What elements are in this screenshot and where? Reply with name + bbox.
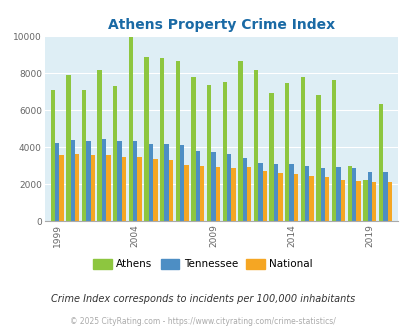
Bar — [191, 77, 195, 221]
Bar — [293, 174, 297, 221]
Bar — [195, 151, 200, 221]
Bar — [269, 93, 273, 221]
Bar — [184, 165, 188, 221]
Bar — [382, 172, 387, 221]
Bar — [347, 166, 351, 221]
Bar — [226, 154, 231, 221]
Bar — [320, 168, 324, 221]
Bar — [179, 145, 184, 221]
Bar — [66, 75, 70, 221]
Text: Crime Index corresponds to incidents per 100,000 inhabitants: Crime Index corresponds to incidents per… — [51, 294, 354, 304]
Bar — [97, 70, 102, 221]
Bar — [258, 163, 262, 221]
Bar — [164, 145, 168, 221]
Bar — [86, 141, 90, 221]
Bar — [113, 86, 117, 221]
Bar — [90, 154, 95, 221]
Title: Athens Property Crime Index: Athens Property Crime Index — [107, 18, 334, 32]
Bar — [284, 83, 289, 221]
Bar — [331, 80, 335, 221]
Bar — [51, 90, 55, 221]
Text: © 2025 CityRating.com - https://www.cityrating.com/crime-statistics/: © 2025 CityRating.com - https://www.city… — [70, 317, 335, 326]
Bar — [122, 157, 126, 221]
Bar — [262, 171, 266, 221]
Bar — [133, 141, 137, 221]
Bar — [128, 37, 133, 221]
Bar — [238, 61, 242, 221]
Bar — [168, 160, 173, 221]
Bar — [351, 168, 356, 221]
Bar — [160, 57, 164, 221]
Bar — [387, 182, 391, 221]
Bar — [211, 152, 215, 221]
Bar — [75, 154, 79, 221]
Bar — [362, 180, 367, 221]
Bar — [117, 141, 121, 221]
Bar — [335, 167, 340, 221]
Bar — [277, 173, 282, 221]
Bar — [340, 180, 344, 221]
Bar — [82, 90, 86, 221]
Bar — [371, 182, 375, 221]
Bar — [378, 104, 382, 221]
Bar — [144, 57, 148, 221]
Bar — [242, 158, 246, 221]
Bar — [200, 166, 204, 221]
Bar — [367, 172, 371, 221]
Bar — [59, 154, 64, 221]
Bar — [304, 166, 309, 221]
Bar — [175, 61, 179, 221]
Bar — [153, 159, 157, 221]
Bar — [324, 177, 328, 221]
Bar — [246, 167, 251, 221]
Bar — [102, 139, 106, 221]
Bar — [207, 85, 211, 221]
Bar — [148, 145, 153, 221]
Bar — [70, 140, 75, 221]
Bar — [315, 94, 320, 221]
Bar — [106, 155, 110, 221]
Bar — [137, 157, 141, 221]
Bar — [55, 144, 59, 221]
Bar — [289, 164, 293, 221]
Bar — [222, 82, 226, 221]
Bar — [215, 167, 220, 221]
Bar — [356, 182, 360, 221]
Bar — [273, 164, 277, 221]
Bar — [253, 71, 258, 221]
Bar — [309, 176, 313, 221]
Bar — [300, 77, 304, 221]
Bar — [231, 168, 235, 221]
Legend: Athens, Tennessee, National: Athens, Tennessee, National — [89, 255, 316, 274]
